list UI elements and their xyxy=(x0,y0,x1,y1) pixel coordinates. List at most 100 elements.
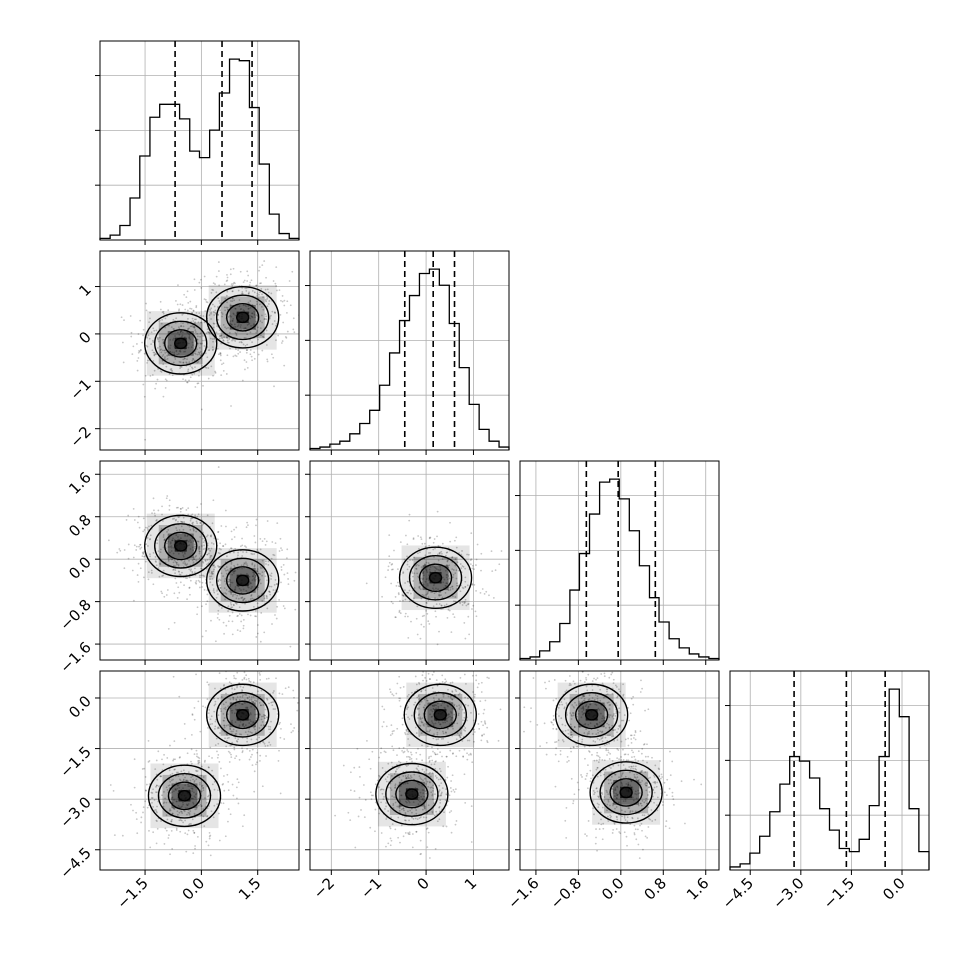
sample-point xyxy=(420,852,422,855)
sample-point xyxy=(159,775,162,778)
sample-point xyxy=(664,825,667,828)
sample-point xyxy=(189,810,192,813)
density-panel-6 xyxy=(519,670,720,871)
sample-point xyxy=(161,575,164,577)
sample-point xyxy=(190,762,193,765)
sample-point xyxy=(196,335,199,338)
sample-point xyxy=(614,773,616,776)
sample-point xyxy=(177,552,180,555)
sample-point xyxy=(242,618,245,621)
sample-point xyxy=(217,318,220,321)
sample-point xyxy=(162,569,165,572)
sample-point xyxy=(210,312,212,315)
sample-point xyxy=(264,717,266,720)
sample-point xyxy=(608,676,611,679)
sample-point xyxy=(611,671,614,674)
sample-point xyxy=(210,542,213,544)
sample-point xyxy=(596,751,599,754)
sample-point xyxy=(152,583,155,586)
sample-point xyxy=(225,280,228,283)
sample-point xyxy=(258,269,260,272)
sample-point xyxy=(141,768,144,770)
sample-point xyxy=(419,588,422,591)
sample-point xyxy=(431,704,434,707)
sample-point xyxy=(248,291,250,294)
sample-point xyxy=(194,793,197,796)
sample-point xyxy=(196,613,198,616)
sample-point xyxy=(222,782,225,785)
sample-point xyxy=(407,716,409,719)
sample-point xyxy=(241,696,244,698)
sample-point xyxy=(415,830,418,833)
sample-point xyxy=(219,707,222,710)
sample-point xyxy=(624,798,627,801)
contour-line xyxy=(235,574,250,587)
sample-point xyxy=(231,573,234,576)
sample-point xyxy=(597,806,600,809)
sample-point xyxy=(216,325,218,327)
sample-point xyxy=(407,774,410,776)
sample-point xyxy=(409,777,411,780)
sample-point xyxy=(545,687,547,690)
sample-point xyxy=(434,547,436,550)
sample-point xyxy=(392,602,394,605)
sample-point xyxy=(213,697,215,700)
sample-point xyxy=(267,677,270,680)
sample-point xyxy=(225,572,228,575)
sample-point xyxy=(262,308,265,311)
sample-point xyxy=(598,756,601,759)
sample-point xyxy=(607,751,610,754)
sample-point xyxy=(572,712,575,715)
sample-point xyxy=(199,278,202,281)
sample-point xyxy=(241,596,244,599)
sample-point xyxy=(480,691,483,693)
sample-point xyxy=(176,597,179,599)
sample-point xyxy=(213,322,216,325)
sample-point xyxy=(448,713,450,716)
sample-point xyxy=(137,351,140,354)
sample-point xyxy=(286,330,289,333)
sample-point xyxy=(180,325,183,327)
sample-point xyxy=(240,324,242,326)
sample-point xyxy=(188,333,191,336)
sample-point xyxy=(132,809,134,812)
sample-point xyxy=(244,698,246,701)
sample-point xyxy=(442,576,444,579)
sample-point xyxy=(256,548,259,551)
sample-point xyxy=(411,691,413,694)
sample-point xyxy=(464,586,467,588)
y-tick-label: −2 xyxy=(66,423,94,451)
sample-point xyxy=(622,800,625,803)
sample-point xyxy=(214,371,217,374)
sample-point xyxy=(208,708,211,711)
sample-point xyxy=(408,831,411,834)
sample-point xyxy=(263,537,266,540)
sample-point xyxy=(169,773,172,776)
sample-point xyxy=(178,819,181,822)
x-tick-label: 0 xyxy=(413,874,432,893)
sample-point xyxy=(149,798,152,801)
sample-point xyxy=(182,821,185,824)
sample-point xyxy=(586,734,589,736)
sample-point xyxy=(270,701,273,704)
sample-point xyxy=(610,767,612,769)
sample-point xyxy=(211,573,214,575)
sample-point xyxy=(460,567,463,570)
sample-point xyxy=(208,578,211,580)
sample-point xyxy=(636,828,639,831)
y-tick-label: −1.6 xyxy=(56,638,94,676)
sample-point xyxy=(609,779,612,781)
sample-point xyxy=(592,789,595,792)
sample-point xyxy=(209,549,212,552)
sample-point xyxy=(136,369,139,372)
sample-point xyxy=(220,548,222,551)
sample-point xyxy=(217,466,220,468)
sample-point xyxy=(204,759,206,762)
density-cell xyxy=(620,786,633,799)
sample-point xyxy=(648,786,650,789)
sample-point xyxy=(621,815,623,818)
sample-point xyxy=(381,705,384,708)
sample-point xyxy=(646,761,648,764)
sample-point xyxy=(192,527,195,530)
sample-point xyxy=(445,564,448,566)
